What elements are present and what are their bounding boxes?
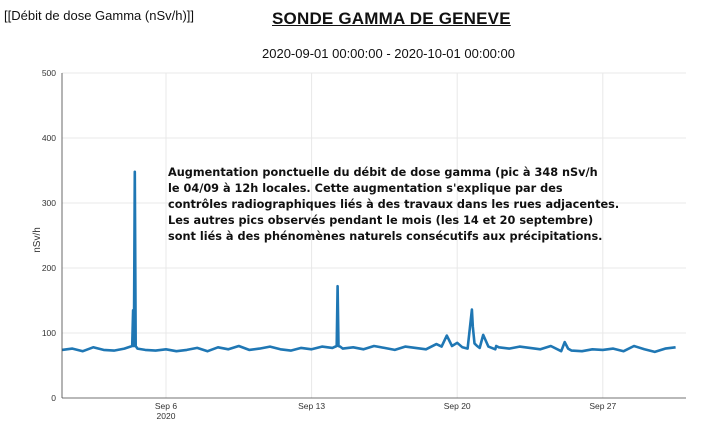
x-tick-label: Sep 27 [589, 401, 616, 411]
x-tick-label: Sep 20 [444, 401, 471, 411]
series-line [61, 170, 676, 354]
annotation-line: Augmentation ponctuelle du débit de dose… [168, 166, 598, 179]
page-title: SONDE GAMMA DE GENEVE [272, 9, 511, 28]
y-tick-label: 0 [51, 393, 56, 403]
annotation-line: le 04/09 à 12h locales. Cette augmentati… [168, 182, 563, 195]
y-axis-ticks: 0 100 200 300 400 500 [42, 68, 56, 403]
annotation-line: contrôles radiographiques liés à des tra… [168, 198, 620, 211]
y-tick-label: 400 [42, 133, 56, 143]
y-axis-label: nSv/h [32, 227, 43, 253]
y-tick-label: 100 [42, 328, 56, 338]
annotation-line: Les autres pics observés pendant le mois… [168, 214, 594, 227]
chart-variable-label: [[Débit de dose Gamma (nSv/h)]] [4, 8, 195, 23]
x-tick-label: Sep 13 [298, 401, 325, 411]
y-tick-label: 300 [42, 198, 56, 208]
chart-annotation: Augmentation ponctuelle du débit de dose… [168, 165, 620, 245]
x-tick-label: Sep 6 [155, 401, 177, 411]
y-tick-label: 500 [42, 68, 56, 78]
y-tick-label: 200 [42, 263, 56, 273]
date-range: 2020-09-01 00:00:00 - 2020-10-01 00:00:0… [262, 46, 515, 61]
x-tick-sublabel: 2020 [157, 411, 176, 421]
annotation-line: sont liés à des phénomènes naturels cons… [168, 230, 603, 243]
